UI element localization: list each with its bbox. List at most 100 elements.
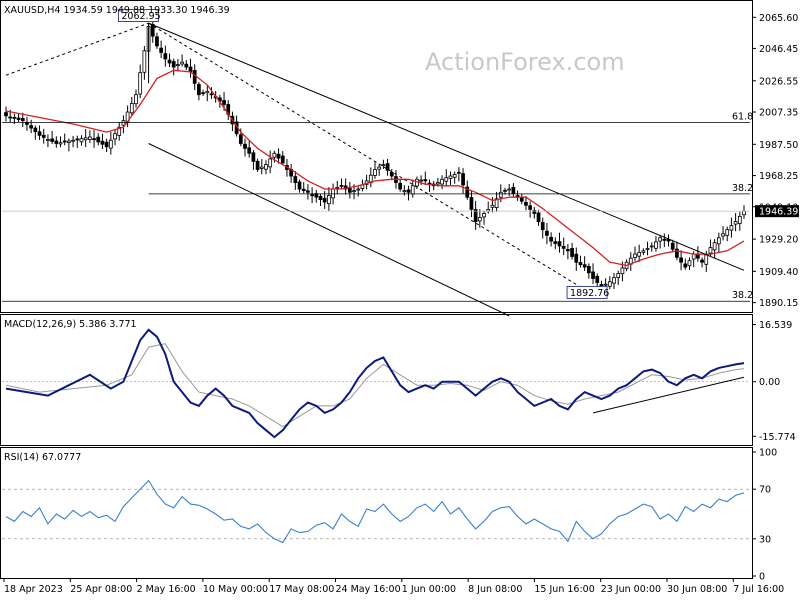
candle-body <box>633 253 637 258</box>
candle-body <box>473 209 478 222</box>
candle-body <box>524 201 528 206</box>
channel-upper-line <box>148 22 745 271</box>
candle-body <box>511 186 516 194</box>
price-tick-label: 2026.55 <box>759 76 798 87</box>
candle-body <box>347 188 352 193</box>
candle-body <box>255 160 260 170</box>
candle-body <box>113 133 117 140</box>
candle-body <box>507 188 512 191</box>
candle-body <box>419 179 423 182</box>
candle-body <box>264 164 268 170</box>
candle-body <box>645 247 650 250</box>
candle-body <box>12 116 17 119</box>
candle-body <box>637 252 642 257</box>
rsi-panel <box>0 447 753 579</box>
candle-body <box>87 136 92 140</box>
candle-body <box>444 177 449 182</box>
rsi-line <box>5 479 745 544</box>
time-tick-label: 1 Jun 00:00 <box>402 584 456 595</box>
candle-body <box>167 59 172 64</box>
candle-body <box>586 265 591 274</box>
fib-level-label: 61.8 <box>732 111 753 122</box>
candle-body <box>687 260 692 267</box>
candle-body <box>490 204 495 208</box>
candle-body <box>641 250 646 253</box>
candle-body <box>582 264 587 268</box>
candle-body <box>440 178 444 185</box>
candle-body <box>737 215 742 224</box>
candle-body <box>675 248 679 258</box>
candle-body <box>121 120 126 126</box>
candle-body <box>322 197 327 203</box>
candle-body <box>385 163 390 171</box>
price-header: XAUUSD,H4 1934.59 1949.88 1933.30 1946.3… <box>4 5 230 16</box>
time-tick-label: 23 Jun 00:00 <box>601 584 661 595</box>
candle-body <box>205 91 210 94</box>
candle-body <box>155 36 159 47</box>
time-tick-label: 24 May 16:00 <box>336 584 401 595</box>
candle-body <box>704 254 709 265</box>
candle-body <box>276 153 281 159</box>
candle-body <box>243 143 247 149</box>
candle-body <box>691 253 696 260</box>
candle-body <box>251 152 256 162</box>
candle-body <box>41 134 46 138</box>
candle-body <box>71 139 75 142</box>
candle-body <box>92 138 96 141</box>
rsi-layer <box>2 479 750 544</box>
candle-body <box>591 271 595 279</box>
candle-body <box>197 84 201 96</box>
candle-body <box>570 248 574 257</box>
candle-body <box>658 237 663 242</box>
candle-body <box>725 229 730 236</box>
callout-text: 1892.76 <box>570 288 609 299</box>
time-tick-label: 2 May 16:00 <box>137 584 196 595</box>
candle-body <box>339 184 344 187</box>
candle-body <box>742 210 746 216</box>
candle-body <box>721 233 725 237</box>
rsi-tick-label: 100 <box>759 448 777 459</box>
time-tick-label: 17 May 08:00 <box>269 584 334 595</box>
candle-body <box>138 72 143 95</box>
candle-body <box>75 138 80 141</box>
rising-dashed-line <box>5 22 149 76</box>
candle-body <box>46 139 50 141</box>
candle-body <box>373 169 377 176</box>
candle-body <box>465 186 470 198</box>
candle-body <box>54 140 59 144</box>
candle-body <box>104 141 109 148</box>
fib-level-label: 38.2 <box>732 290 753 301</box>
watermark: ActionForex.com <box>425 48 625 76</box>
price-layer: 61.8 38.2 38.2 2062.95 1892.76 <box>2 9 753 317</box>
candle-body <box>708 247 713 254</box>
candle-body <box>477 217 482 222</box>
candle-body <box>381 164 386 167</box>
macd-tick-label: 16.539 <box>759 320 792 331</box>
candle-body <box>679 257 683 263</box>
price-callout: 1892.76 <box>566 285 609 299</box>
candle-body <box>553 241 558 244</box>
candle-body <box>280 155 285 164</box>
macd-signal-line <box>5 343 745 428</box>
candle-body <box>603 283 608 286</box>
candle-body <box>96 136 101 143</box>
candle-body <box>163 53 168 60</box>
price-tick-label: 1987.50 <box>759 140 798 151</box>
candle-body <box>327 195 331 204</box>
candle-body <box>536 212 541 222</box>
candle-body <box>566 249 570 252</box>
rsi-header: RSI(14) 67.0777 <box>4 452 81 463</box>
rsi-tick-label: 30 <box>759 534 771 545</box>
candle-body <box>452 173 457 178</box>
candle-body <box>159 47 164 53</box>
candle-body <box>16 117 21 120</box>
candle-body <box>100 140 105 145</box>
candle-body <box>532 210 537 214</box>
candle-body <box>712 242 717 251</box>
candle-body <box>683 263 688 268</box>
macd-tick-label: -15.774 <box>759 432 796 443</box>
time-tick-label: 18 Apr 2023 <box>4 584 63 595</box>
candle-body <box>410 185 415 195</box>
candle-body <box>461 173 465 186</box>
candle-body <box>595 275 600 283</box>
